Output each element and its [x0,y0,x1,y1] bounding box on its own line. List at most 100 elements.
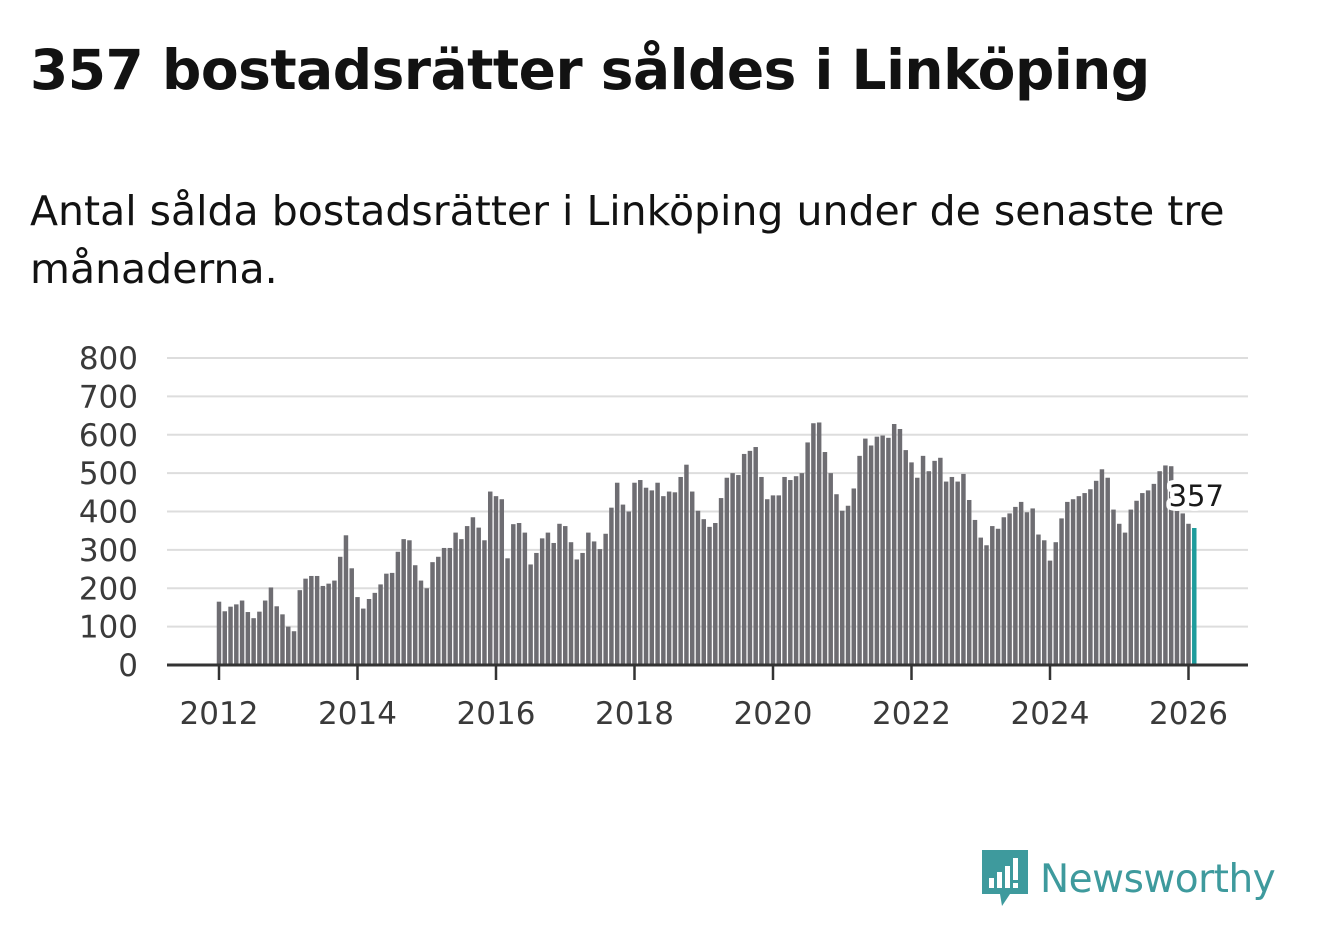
bar [972,519,978,665]
bar [793,476,799,665]
bar [926,471,932,665]
bar [891,424,897,665]
bar [372,592,378,665]
bar [1024,512,1030,665]
bar [522,532,528,665]
bar [395,551,401,665]
x-tick-label: 2012 [180,696,259,732]
bar [1013,506,1018,665]
bar [903,450,908,665]
bar [1186,523,1191,665]
bar [1093,480,1099,665]
bar [1105,477,1110,665]
bar [436,556,441,665]
bar [943,481,949,665]
bar [216,601,222,665]
bar [753,447,758,665]
bar [1128,509,1134,665]
bar [516,523,522,665]
x-axis-ticks: 2012 2014 2016 2018 2020 2022 2024 2026 [180,666,1228,732]
bar [568,542,574,665]
highlight-value-label: 357 [1169,479,1224,513]
bar [470,517,476,665]
bar [886,437,891,665]
bar [1053,542,1059,665]
bar [811,423,816,665]
bar [355,597,360,665]
bar [655,482,660,665]
bar [1065,501,1070,665]
bar-series [216,422,1197,665]
bar [782,476,787,665]
bar [534,552,539,665]
bar [816,422,822,665]
bar [868,445,874,665]
bar [361,608,366,665]
bar [389,572,395,665]
bar [978,537,983,665]
newsworthy-logo: Newsworthy [980,848,1276,910]
bar [1018,501,1024,665]
bar [857,455,862,665]
bar [632,482,637,665]
bar [499,499,505,665]
bar [1151,483,1157,665]
bar [938,457,943,665]
bar [511,524,516,665]
bar [1082,493,1087,665]
bar [1117,523,1122,665]
bar [580,552,585,665]
bar [1140,493,1145,665]
bar [430,562,435,665]
y-tick-label: 500 [79,456,138,492]
x-tick-label: 2026 [1149,696,1228,732]
bar [222,611,228,665]
bar [1036,534,1041,665]
bar [822,452,828,665]
bar [551,542,556,665]
bar [1145,490,1151,665]
bar [614,482,620,665]
y-tick-label: 600 [79,418,138,454]
x-tick-label: 2020 [734,696,813,732]
bar [932,460,937,665]
bar [574,559,580,665]
bar [638,480,643,665]
bar [412,565,418,665]
bar [401,539,406,665]
bar [286,626,291,665]
bar [863,438,868,665]
bar [770,495,776,665]
x-tick-label: 2018 [595,696,674,732]
bar [851,488,857,665]
bar [591,541,597,665]
bar [1001,517,1007,665]
bar [343,535,349,665]
bar [274,606,279,665]
x-tick-label: 2016 [457,696,536,732]
y-tick-label: 200 [79,571,138,607]
bar [874,436,880,665]
bar [620,504,626,665]
bar [672,492,678,665]
bar [1122,532,1128,665]
bar [482,540,487,665]
bar [966,499,972,665]
logo-text: Newsworthy [1040,856,1276,902]
bar [949,476,955,665]
bar [961,473,966,665]
y-tick-label: 800 [79,341,138,377]
bar [1163,465,1168,665]
bar [228,606,233,665]
bar [326,583,331,665]
bar [563,526,568,665]
bar [828,473,833,665]
bar [1157,471,1162,665]
bar [897,428,903,665]
highlight-bar [1192,528,1197,665]
bar [303,578,308,665]
bar [314,575,320,665]
bar [268,587,274,665]
bar [349,568,354,665]
bar [1111,509,1116,665]
